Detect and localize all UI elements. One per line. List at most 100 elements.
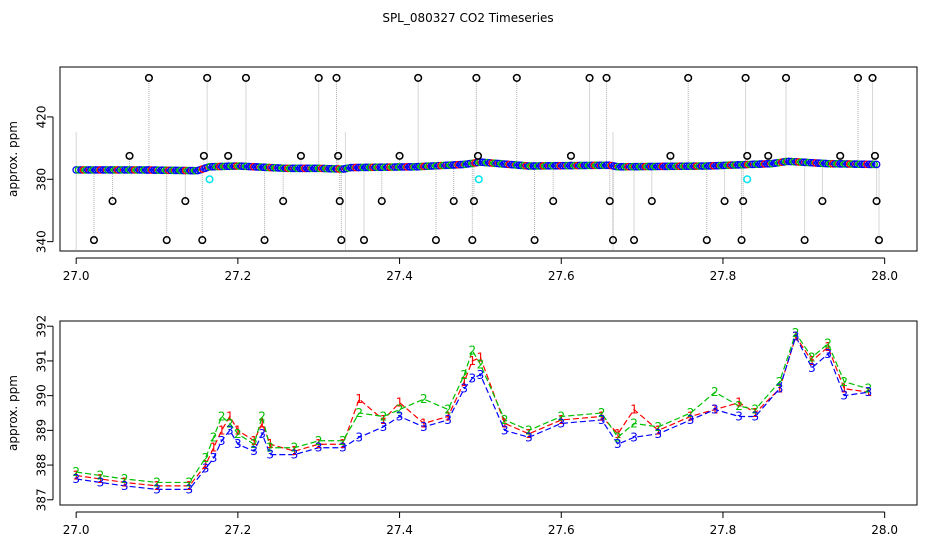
- baseline-point: [529, 162, 538, 170]
- outlier-point: [199, 151, 208, 160]
- baseline-point: [99, 166, 107, 174]
- series-3-point: 3: [234, 437, 242, 451]
- outlier-point: [125, 151, 134, 160]
- series-1-point: 1: [202, 458, 210, 472]
- series-1-point: 1: [824, 340, 832, 354]
- baseline-point: [305, 164, 314, 173]
- baseline-point: [571, 161, 579, 170]
- series-3-point: 3: [202, 462, 210, 476]
- baseline-point: [707, 162, 715, 170]
- baseline-point: [91, 166, 100, 174]
- baseline-point: [72, 166, 81, 174]
- baseline-point: [665, 162, 674, 171]
- outlier-point: [473, 151, 483, 160]
- bottom-x-tick-label: 27.4: [386, 523, 413, 537]
- series-3-point: 3: [339, 441, 347, 455]
- baseline-point: [145, 166, 154, 174]
- baseline-point: [524, 162, 533, 170]
- baseline-point: [232, 162, 241, 170]
- outlier-point: [853, 73, 863, 82]
- series-3-line: [76, 335, 869, 490]
- baseline-point: [432, 161, 441, 170]
- outlier-point: [296, 151, 305, 160]
- baseline-point: [760, 160, 769, 168]
- series-3-point: 3: [840, 389, 848, 403]
- outlier-point: [359, 236, 369, 245]
- series-3-point: 3: [97, 475, 105, 489]
- baseline-point: [556, 161, 565, 170]
- baseline-point: [310, 164, 319, 173]
- baseline-point: [811, 159, 820, 167]
- baseline-point: [519, 161, 528, 170]
- baseline-point: [327, 164, 336, 173]
- baseline-point: [787, 157, 796, 166]
- baseline-point: [245, 162, 253, 171]
- series-1-point: 1: [469, 354, 477, 368]
- baseline-point: [108, 166, 117, 174]
- series-2-point: 2: [153, 475, 161, 489]
- baseline-point: [347, 163, 355, 172]
- baseline-point: [717, 161, 725, 170]
- series-1-point: 1: [420, 416, 428, 430]
- outlier-point: [332, 73, 341, 82]
- baseline-point: [223, 162, 231, 171]
- series-1-point: 1: [210, 441, 218, 455]
- baseline-point: [858, 160, 866, 169]
- baseline-point: [870, 160, 878, 169]
- baseline-point: [373, 163, 382, 172]
- baseline-point: [283, 164, 292, 173]
- baseline-point: [94, 166, 102, 174]
- baseline-point: [113, 166, 122, 174]
- outlier-point: [334, 151, 343, 160]
- baseline-point: [242, 162, 251, 171]
- baseline-point: [456, 160, 465, 169]
- outlier-point: [469, 197, 478, 206]
- series-1-point: 1: [654, 423, 662, 437]
- bottom-x-axis: 27.0 27.2 27.4 27.6 27.8 28.0: [63, 511, 898, 537]
- series-3-point: 3: [557, 416, 565, 430]
- baseline-point: [575, 161, 584, 170]
- baseline-point: [498, 159, 506, 168]
- series-2-point: 2: [396, 403, 404, 417]
- outlier-point: [337, 236, 346, 245]
- outlier-point: [108, 197, 117, 206]
- baseline-point: [568, 161, 577, 170]
- baseline-point: [120, 166, 129, 174]
- outlier-point: [743, 151, 752, 160]
- baseline-point: [164, 166, 173, 175]
- series-3-point: 3: [315, 441, 323, 455]
- baseline-point: [322, 164, 331, 173]
- baseline-point: [337, 165, 346, 173]
- baseline-point: [320, 164, 329, 173]
- baseline-point: [748, 160, 757, 169]
- outlier-point: [395, 151, 404, 160]
- series-3-point: 3: [186, 482, 194, 496]
- baseline-point: [821, 159, 830, 168]
- baseline-point: [646, 162, 655, 171]
- series-3-point: 3: [266, 448, 274, 462]
- top-x-tick-label: 27.8: [710, 269, 737, 283]
- baseline-point: [534, 162, 543, 170]
- baseline-point: [644, 162, 652, 171]
- series-2-point: 2: [654, 420, 662, 434]
- highlight-point: [474, 175, 483, 184]
- baseline-point: [417, 162, 426, 171]
- baseline-point: [442, 161, 450, 170]
- series-1-point: 1: [444, 409, 452, 423]
- baseline-point: [734, 161, 742, 169]
- baseline-point: [349, 163, 358, 172]
- baseline-point: [359, 163, 368, 172]
- series-3-point: 3: [121, 479, 129, 493]
- series-2-point: 2: [525, 423, 533, 437]
- baseline-point: [578, 161, 587, 170]
- highlight-point: [743, 175, 752, 184]
- bottom-x-tick-label: 28.0: [871, 523, 898, 537]
- baseline-point: [378, 163, 387, 172]
- baseline-point: [415, 162, 424, 171]
- baseline-point: [140, 166, 149, 174]
- series-1-point: 1: [630, 403, 638, 417]
- series-1-point: 1: [557, 413, 565, 427]
- series-3-point: 3: [630, 430, 638, 444]
- baseline-point: [371, 163, 380, 172]
